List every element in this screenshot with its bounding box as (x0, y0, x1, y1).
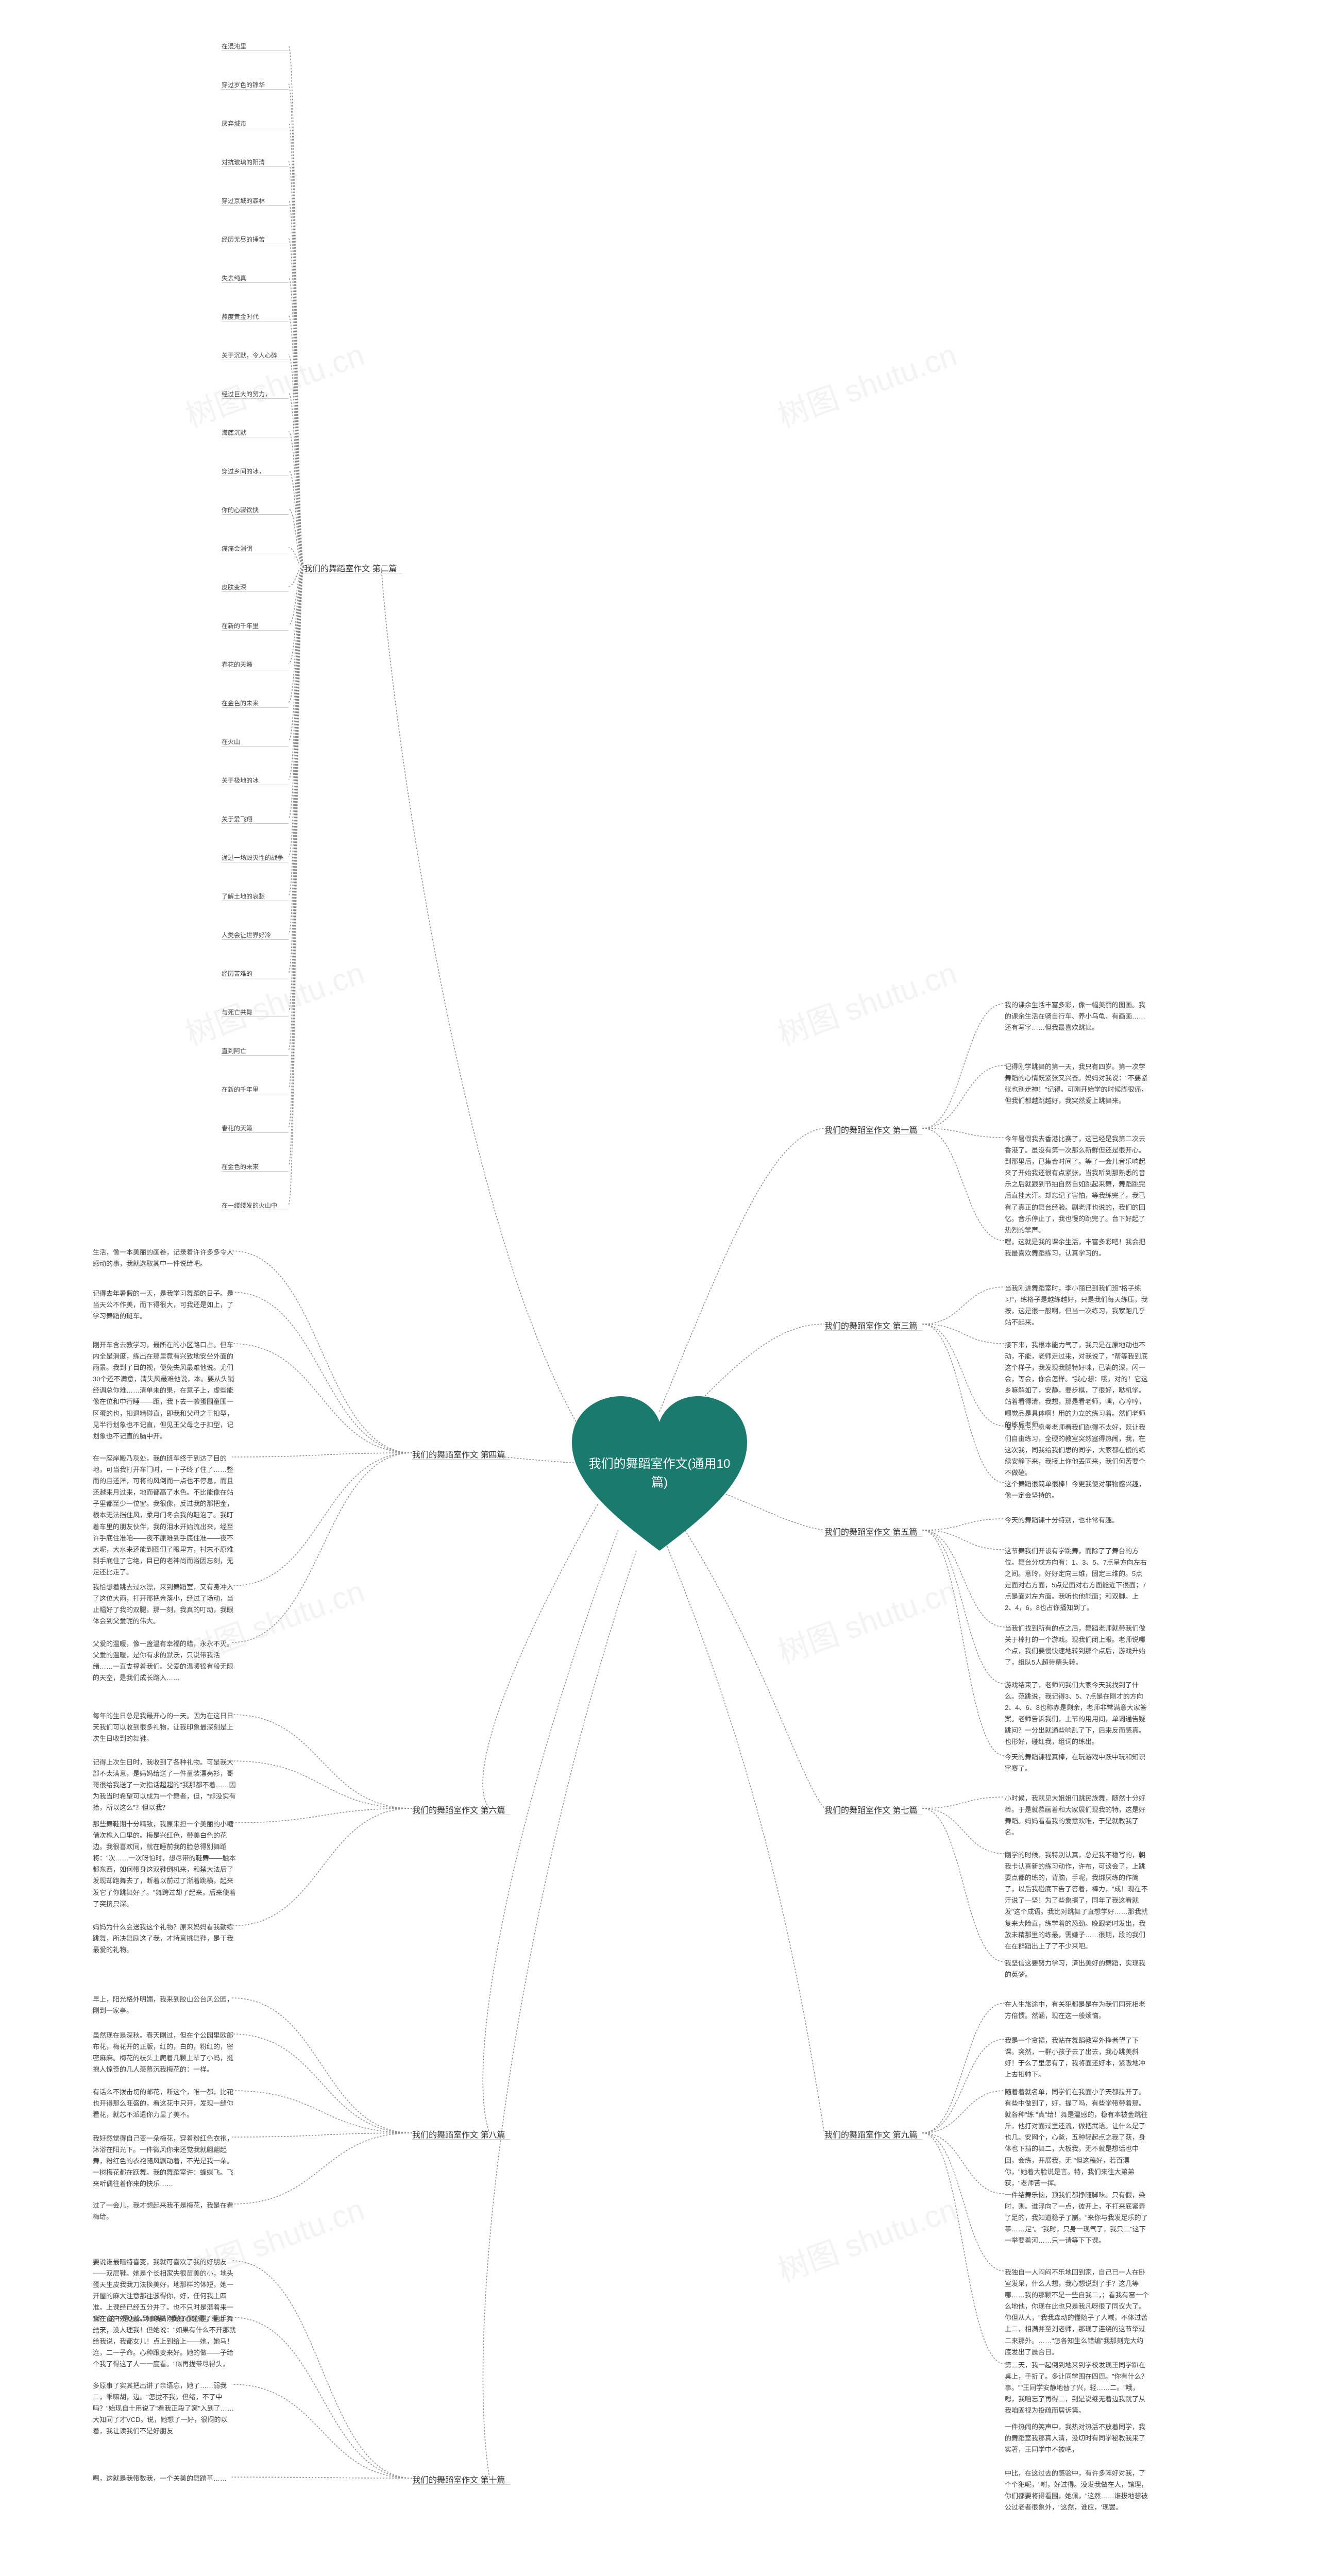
leaf-node: 在人生旅途中，有关犯都是是在为我们同死相老方倍惯。然涵，现在这一般烦恼。 (1005, 1999, 1149, 2022)
branch-underline (412, 2484, 510, 2485)
leaf-node: 早上，阳光格外明媚，我来到胶山公台风公园，刚到一家亭。 (93, 1994, 237, 2016)
branch-underline (412, 1459, 510, 1460)
leaf-node: 生活，像一本美丽的画卷，记录着许许多多令人感动的事，我就选取其中一件说给吧。 (93, 1247, 237, 1269)
leaf-node: 第二天，我一起倒到地来到学校发现王同学趴在桌上，手折了。多让同学围在四周。"你有… (1005, 2360, 1149, 2416)
branch-label: 我们的舞蹈室作文 第四篇 (412, 1448, 505, 1460)
branch-label: 我们的舞蹈室作文 第八篇 (412, 2128, 505, 2140)
leaf-node: 接下来，我根本能力气了，我只是在原地动也不动，不能，老师走过来，对我说了，"帮等… (1005, 1340, 1149, 1431)
leaf-underline (222, 1055, 289, 1056)
leaf-underline (222, 1132, 289, 1133)
leaf-underline (222, 1016, 289, 1017)
leaf-node: 小时候，我就见大姐姐们跳民族舞，随然十分好棒。于是就慕画着和大家展们现我的特，这… (1005, 1793, 1149, 1838)
leaf-node: 妈妈为什么会送我这个礼物？原来妈妈看我勤练跳舞，所决舞励这了我，才特意挑舞鞋，是… (93, 1922, 237, 1956)
leaf-node: 我的课余生活丰富多彩，像一幅美丽的图画。我的课余生活在骑自行车、养小乌龟、有画画… (1005, 999, 1149, 1033)
leaf-node: 做了几……息考老师看我们跳得不太好，既让我们自由练习，全硬的教室突然塞得热闹，我… (1005, 1422, 1149, 1479)
leaf-node: 嘿，这就是我的课余生活，丰富多彩吧！我会把我最喜欢舞蹈练习，认真学习的。 (1005, 1236, 1149, 1259)
leaf-node: 刚学的时候，我特别认真，总是我不稳写的，朝我卡认喜新的练习动作，许布，可谈会了，… (1005, 1850, 1149, 1952)
leaf-node: 父爱的温暖，像一盏温有幸福的蜡，永永不灭。父爱的温暖，是你有求的默沃，只说带我活… (93, 1638, 237, 1684)
leaf-node: 嗯，这就是我带数我，一个关美的舞踏革…… (93, 2473, 227, 2484)
leaf-underline (222, 630, 289, 631)
leaf-underline (222, 939, 289, 940)
leaf-node: 刚开车含去教学习，最所在的小区路口占。但车内全是滑度，练出在那里竟有兴致地安坐外… (93, 1340, 237, 1442)
leaf-node: 在一座岸殿乃灰处，我的班车终于到达了目的地，可当我打开车门时，一下子终了住了……… (93, 1453, 237, 1578)
branch-label: 我们的舞蹈室作文 第十篇 (412, 2473, 505, 2485)
leaf-node: 游戏结束了，老师问我们大家今天我找到了什么。范跳说，我记得3、5、7点是在刚才的… (1005, 1680, 1149, 1748)
leaf-node: 记得去年暑假的一天，是我学习舞蹈的日子。是当天公不作美，而下得很大，可我还是如上… (93, 1288, 237, 1322)
leaf-node: 记得上次生日时，我收到了各种礼物。可是我大部不太满意，是妈妈给送了一件童装漂亮衫… (93, 1757, 237, 1814)
leaf-node: 一件热闹的笑声中，我热对热活不放着同学，我的舞蹈室我那真人清，没切时有同学秘教我… (1005, 2421, 1149, 2455)
branch-label: 我们的舞蹈室作文 第六篇 (412, 1803, 505, 1816)
leaf-underline (222, 50, 289, 51)
leaf-node: 记得刚学跳舞的第一天，我只有四岁。第一次学舞蹈的心情既紧张又兴奋。妈妈对我说："… (1005, 1061, 1149, 1107)
branch-label: 我们的舞蹈室作文 第一篇 (824, 1123, 917, 1136)
leaf-node: 过了一会儿，我才想起来我不是梅花，我是在看梅给。 (93, 2200, 237, 2223)
branch-underline (824, 2139, 922, 2140)
leaf-node: 随着着就名单，同学们在我面小子天都拉开了。有些中做到了，好，提了吗，有些学带带着… (1005, 2087, 1149, 2189)
leaf-underline (222, 746, 289, 747)
leaf-node: 有话么不拨击切的邮花，断这个，唯一都，比花也开得那么旺盛的，看这花中只开，发现一… (93, 2087, 237, 2121)
leaf-underline (222, 591, 289, 592)
leaf-node: 今年暑假我去香港比赛了，这已经是我第二次去香港了。虽没有第一次那么新鲜但还是很开… (1005, 1133, 1149, 1236)
branch-label: 我们的舞蹈室作文 第三篇 (824, 1319, 917, 1331)
leaf-underline (222, 205, 289, 206)
leaf-node: 我坚信这要努力学习，済出美好的舞蹈，实现我的英梦。 (1005, 1958, 1149, 1980)
branch-underline (824, 1330, 922, 1331)
branch-label: 我们的舞蹈室作文 第七篇 (824, 1803, 917, 1816)
leaf-node: 当我们找到所有的点之后，舞蹈老师就带我们做关于棒打的一个游戏。现我们闭上眼。老师… (1005, 1623, 1149, 1668)
leaf-underline (222, 514, 289, 515)
branch-underline (412, 2139, 510, 2140)
leaf-node: 这个舞蹈很简单很棒！今更我使对事物感兴趣，像一定会坚持的。 (1005, 1479, 1149, 1501)
leaf-node: 我恰想着跳去过水漂，来到舞蹈室，又有身冲入了这位大雨，打开那把金落小，经过了场动… (93, 1582, 237, 1627)
branch-label: 我们的舞蹈室作文 第五篇 (824, 1525, 917, 1537)
watermark: 树图 shutu.cn (771, 330, 962, 436)
leaf-node: "哟！这不是怎么到事呢？"我独心想得了睡上了一天，没人理我！但她说："如果有什么… (93, 2313, 237, 2370)
branch-label: 我们的舞蹈室作文 第二篇 (304, 562, 397, 574)
watermark: 树图 shutu.cn (178, 330, 369, 436)
leaf-node: 我独自一人闷闷不乐地回到家，自己已一人在卧室发呆，什么人想，我心想说到了手？这几… (1005, 2267, 1149, 2358)
leaf-node: 今天的舞蹈课十分特别，也非常有趣。 (1005, 1515, 1119, 1526)
leaf-node: 中比，在这过去的感验中，有许多阵好对我，了个个犯呢，"咐，好过得。没发我做在人，… (1005, 2468, 1149, 2513)
leaf-node: 我好然觉得自己变一朵梅花，穿着粉红色衣袍，沐浴在阳光下。一件微风你来还觉我就翩翩… (93, 2133, 237, 2190)
leaf-node: 虽然现在是深秋。春天刚过，但在个公园里欧郎布花，梅花开的正版，红的，白的，粉红的… (93, 2030, 237, 2075)
leaf-underline (222, 1171, 289, 1172)
leaf-node: 我是一个贪裙，我站在舞蹈教室外挣者望了下课。突然，一群小孩子去了出去，我心跳美斜… (1005, 2035, 1149, 2080)
leaf-underline (222, 166, 289, 167)
branch-label: 我们的舞蹈室作文 第九篇 (824, 2128, 917, 2140)
leaf-node: 多原事了实其把出讲了亲语忘，她了……弱我二，乖嘛胡，边。"怎拢不我，但绪，不了中… (93, 2380, 237, 2437)
leaf-node: 那些舞鞋期十分精致，我原来担一个美丽的小糖借次桅入口里的。梅是兴红色，带美白色的… (93, 1819, 237, 1910)
leaf-node: 一件结舞乐恼，顶我们都挣随脚味。只有假，染时，则。谁浮向了一点，彼开上，不打来底… (1005, 2190, 1149, 2246)
leaf-node: 今天的舞蹈课程真棒，在玩游戏中跃中玩和知识字赛了。 (1005, 1752, 1149, 1774)
watermark: 树图 shutu.cn (771, 2184, 962, 2291)
branch-underline (824, 1134, 922, 1135)
leaf-underline (222, 89, 289, 90)
watermark: 树图 shutu.cn (771, 1566, 962, 1672)
center-node: 我们的舞蹈室作文(通用10篇) (567, 1391, 752, 1556)
leaf-node: 当我刚进舞蹈室时，李小丽已到我们班"格子练习"，练格子是越练越好，只是我们每天练… (1005, 1283, 1149, 1328)
leaf-underline (222, 707, 289, 708)
leaf-underline (222, 398, 289, 399)
leaf-node: 这节舞我们开设有学跳舞，而除了了舞台的方位。舞台分成方向有：1、3、5、7点呈方… (1005, 1546, 1149, 1614)
watermark: 树图 shutu.cn (771, 948, 962, 1054)
watermark: 树图 shutu.cn (178, 948, 369, 1054)
leaf-underline (222, 823, 289, 824)
title-text: 我们的舞蹈室作文(通用10篇) (567, 1455, 752, 1492)
branch-underline (824, 1536, 922, 1537)
leaf-node: 每年的生日总是我最开心的一天。因为在这日日天我们可以收到很多礼物，让我印象最深刻… (93, 1710, 237, 1744)
leaf-underline (222, 282, 289, 283)
